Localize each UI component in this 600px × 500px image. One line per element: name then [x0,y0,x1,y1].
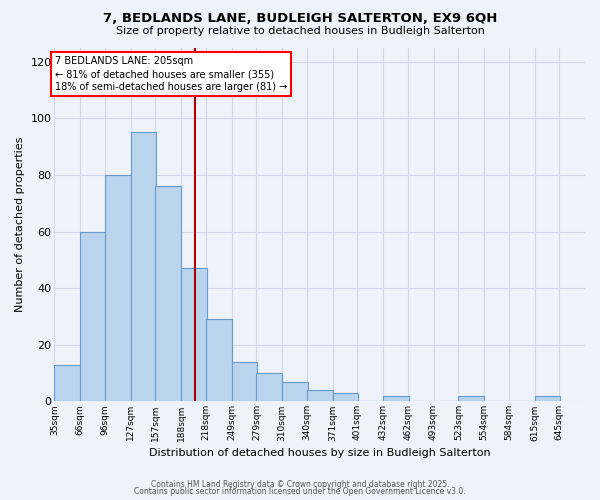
Text: Contains public sector information licensed under the Open Government Licence v3: Contains public sector information licen… [134,487,466,496]
Bar [282,382,308,402]
Bar [232,362,257,402]
Bar [535,396,560,402]
Bar [131,132,156,402]
Bar [383,396,409,402]
Bar [55,364,80,402]
Text: 7, BEDLANDS LANE, BUDLEIGH SALTERTON, EX9 6QH: 7, BEDLANDS LANE, BUDLEIGH SALTERTON, EX… [103,12,497,26]
Bar [307,390,332,402]
Text: 7 BEDLANDS LANE: 205sqm
← 81% of detached houses are smaller (355)
18% of semi-d: 7 BEDLANDS LANE: 205sqm ← 81% of detache… [55,56,287,92]
Bar [181,268,207,402]
Bar [458,396,484,402]
Bar [256,373,282,402]
Bar [155,186,181,402]
Bar [206,320,232,402]
X-axis label: Distribution of detached houses by size in Budleigh Salterton: Distribution of detached houses by size … [149,448,491,458]
Y-axis label: Number of detached properties: Number of detached properties [15,137,25,312]
Bar [80,232,106,402]
Text: Size of property relative to detached houses in Budleigh Salterton: Size of property relative to detached ho… [116,26,484,36]
Bar [332,393,358,402]
Text: Contains HM Land Registry data © Crown copyright and database right 2025.: Contains HM Land Registry data © Crown c… [151,480,449,489]
Bar [105,175,131,402]
